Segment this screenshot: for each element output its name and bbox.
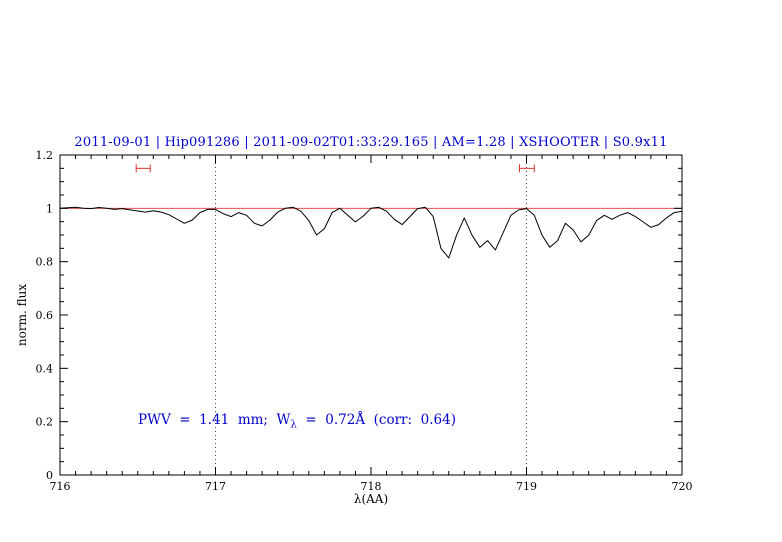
y-tick-label-0.8: 0.8: [36, 256, 54, 269]
y-tick-label-0.2: 0.2: [36, 416, 54, 429]
x-tick-label-720: 720: [672, 480, 693, 493]
pwv-annotation-part1: PWV = 1.41 mm; W: [138, 412, 291, 428]
pwv-annotation-sub: λ: [290, 419, 297, 431]
x-tick-label-717: 717: [205, 480, 226, 493]
plot-title: 2011-09-01 | Hip091286 | 2011-09-02T01:3…: [74, 135, 668, 150]
y-tick-label-1.2: 1.2: [36, 149, 54, 162]
x-axis-label: λ(AA): [353, 492, 389, 506]
y-tick-label-0.6: 0.6: [36, 309, 54, 322]
pwv-annotation: PWV = 1.41 mm; Wλ = 0.72Å (corr: 0.64): [138, 412, 456, 431]
y-axis-label: norm. flux: [15, 283, 29, 347]
y-tick-label-1: 1: [46, 202, 53, 215]
x-tick-label-719: 719: [516, 480, 537, 493]
y-tick-label-0: 0: [46, 469, 53, 482]
spectrum-line-spectrum: [59, 206, 683, 259]
pwv-annotation-part2: = 0.72Å (corr: 0.64): [296, 412, 456, 428]
x-tick-label-716: 716: [50, 480, 71, 493]
x-tick-label-718: 718: [361, 480, 382, 493]
y-tick-label-0.4: 0.4: [36, 362, 54, 375]
